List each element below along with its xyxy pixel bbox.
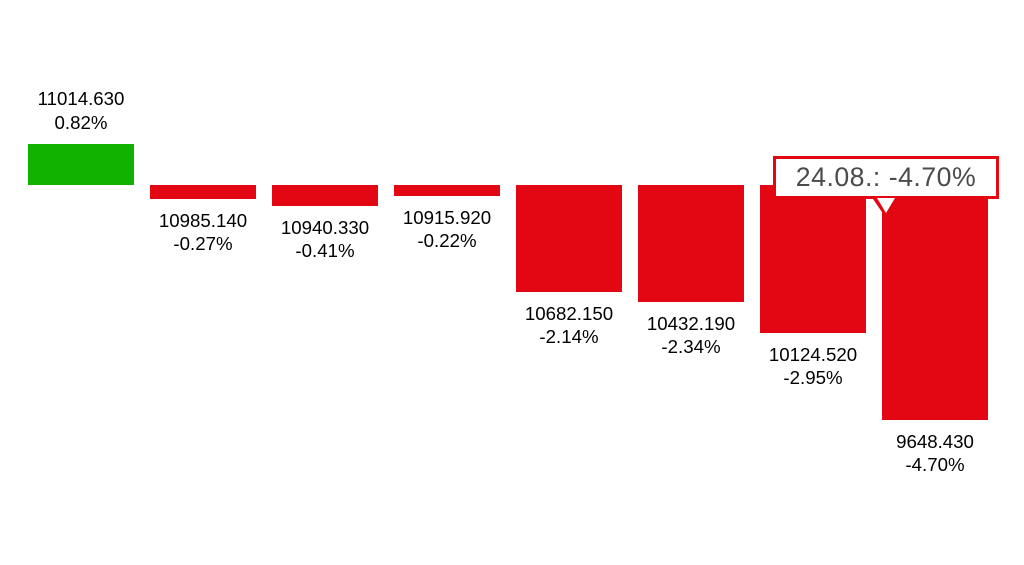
chart-bar <box>394 185 500 196</box>
chart-bar <box>760 185 866 333</box>
chart-bar <box>516 185 622 292</box>
bar-pct: -4.70% <box>896 453 974 476</box>
bar-label: 10915.920-0.22% <box>403 206 491 253</box>
chart-bar <box>150 185 256 199</box>
bar-label: 10940.330-0.41% <box>281 216 369 263</box>
chart-bar <box>882 185 988 420</box>
bar-pct: -2.14% <box>525 325 613 348</box>
bar-pct: -2.34% <box>647 335 735 358</box>
bar-value: 11014.630 <box>38 87 125 110</box>
bar-value: 10940.330 <box>281 216 369 239</box>
bar-value: 10432.190 <box>647 312 735 335</box>
bar-value: 10682.150 <box>525 302 613 325</box>
chart-bar <box>28 144 134 185</box>
chart-bar <box>638 185 744 302</box>
bar-label: 10985.140-0.27% <box>159 209 247 256</box>
bar-value: 10915.920 <box>403 206 491 229</box>
chart-bar <box>272 185 378 206</box>
bar-label: 9648.430-4.70% <box>896 430 974 477</box>
tooltip-text: 24.08.: -4.70% <box>796 162 976 193</box>
bar-pct: -0.22% <box>403 229 491 252</box>
bar-pct: -0.27% <box>159 232 247 255</box>
bar-label: 10432.190-2.34% <box>647 312 735 359</box>
bar-value: 10124.520 <box>769 343 857 366</box>
chart-tooltip: 24.08.: -4.70% <box>773 156 999 199</box>
bar-pct: -0.41% <box>281 239 369 262</box>
bar-value: 9648.430 <box>896 430 974 453</box>
waterfall-chart: 11014.6300.82%10985.140-0.27%10940.330-0… <box>0 0 1024 565</box>
bar-label: 10682.150-2.14% <box>525 302 613 349</box>
bar-pct: -2.95% <box>769 366 857 389</box>
bar-pct: 0.82% <box>38 111 125 134</box>
bar-label: 11014.6300.82% <box>38 87 125 134</box>
tooltip-arrow-fill <box>877 198 895 213</box>
bar-value: 10985.140 <box>159 209 247 232</box>
bar-label: 10124.520-2.95% <box>769 343 857 390</box>
